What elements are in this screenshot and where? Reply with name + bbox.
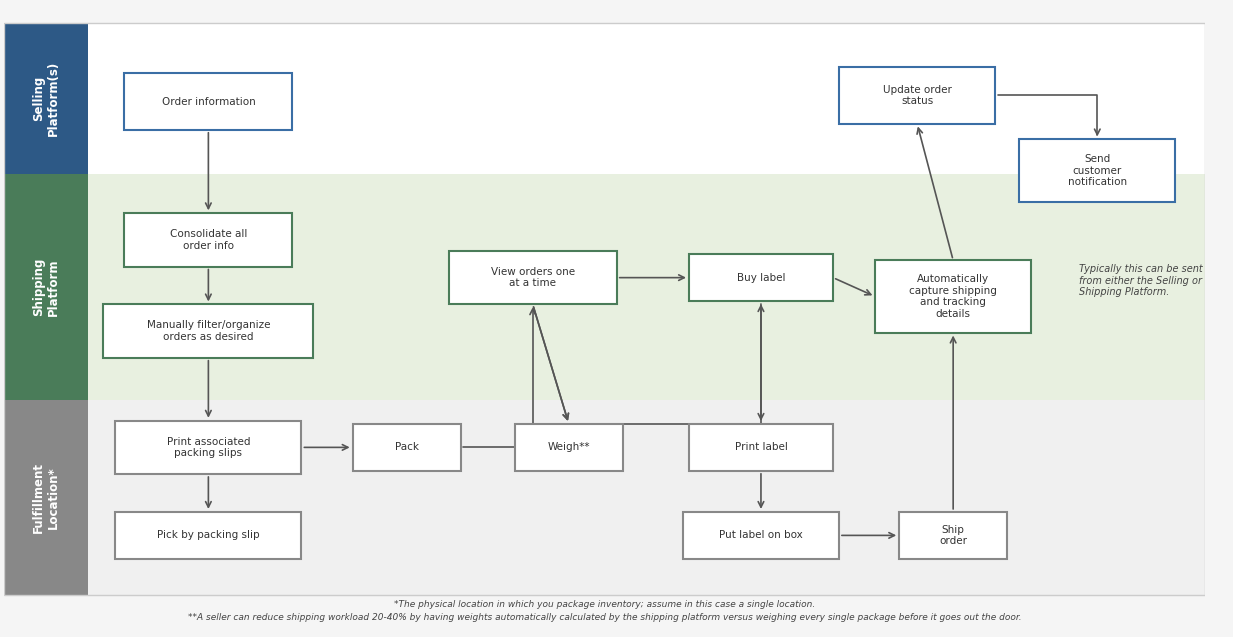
Text: Pack: Pack	[395, 442, 418, 452]
Text: Typically this can be sent
from either the Selling or
Shipping Platform.: Typically this can be sent from either t…	[1079, 264, 1203, 297]
Text: Manually filter/organize
orders as desired: Manually filter/organize orders as desir…	[147, 320, 270, 342]
Text: Print associated
packing slips: Print associated packing slips	[166, 436, 250, 458]
FancyBboxPatch shape	[4, 23, 89, 174]
FancyBboxPatch shape	[89, 400, 1206, 595]
FancyBboxPatch shape	[4, 400, 89, 595]
FancyBboxPatch shape	[838, 67, 995, 124]
Text: Automatically
capture shipping
and tracking
details: Automatically capture shipping and track…	[909, 274, 997, 319]
Text: Ship
order: Ship order	[940, 525, 967, 546]
FancyBboxPatch shape	[353, 424, 461, 471]
FancyBboxPatch shape	[449, 251, 616, 304]
FancyBboxPatch shape	[89, 23, 1206, 174]
FancyBboxPatch shape	[689, 254, 834, 301]
Text: Shipping
Platform: Shipping Platform	[32, 258, 60, 316]
FancyBboxPatch shape	[689, 424, 834, 471]
FancyBboxPatch shape	[899, 512, 1007, 559]
FancyBboxPatch shape	[683, 512, 838, 559]
FancyBboxPatch shape	[115, 420, 302, 474]
FancyBboxPatch shape	[875, 261, 1031, 333]
FancyBboxPatch shape	[1020, 140, 1175, 202]
Text: Consolidate all
order info: Consolidate all order info	[170, 229, 247, 251]
Text: *The physical location in which you package inventory; assume in this case a sin: *The physical location in which you pack…	[395, 600, 815, 609]
Text: Send
customer
notification: Send customer notification	[1068, 154, 1127, 187]
FancyBboxPatch shape	[89, 174, 1206, 400]
Text: Pick by packing slip: Pick by packing slip	[157, 531, 260, 540]
FancyBboxPatch shape	[514, 424, 623, 471]
FancyBboxPatch shape	[104, 304, 313, 358]
FancyBboxPatch shape	[115, 512, 302, 559]
Text: **A seller can reduce shipping workload 20-40% by having weights automatically c: **A seller can reduce shipping workload …	[187, 613, 1022, 622]
Text: Print label: Print label	[735, 442, 788, 452]
FancyBboxPatch shape	[125, 73, 292, 130]
Text: Order information: Order information	[162, 97, 255, 106]
FancyBboxPatch shape	[125, 213, 292, 267]
Text: View orders one
at a time: View orders one at a time	[491, 267, 575, 289]
Text: Update order
status: Update order status	[883, 85, 952, 106]
Text: Selling
Platform(s): Selling Platform(s)	[32, 61, 60, 136]
FancyBboxPatch shape	[4, 174, 89, 400]
Text: Fulfillment
Location*: Fulfillment Location*	[32, 462, 60, 533]
Text: Weigh**: Weigh**	[547, 442, 591, 452]
Text: Put label on box: Put label on box	[719, 531, 803, 540]
Text: Buy label: Buy label	[736, 273, 785, 283]
